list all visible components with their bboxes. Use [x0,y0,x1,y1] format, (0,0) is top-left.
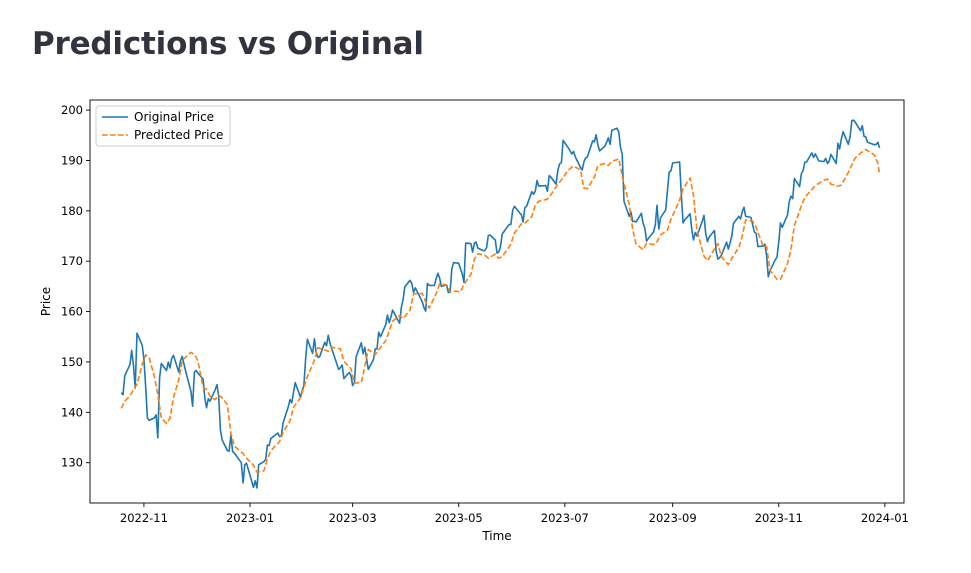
x-tick-label: 2024-01 [861,511,909,525]
x-tick-label: 2023-03 [329,511,377,525]
axes-layer: 2022-11 2023-01 2023-03 2023-05 2023-07 2023-… [61,103,909,525]
y-tick-label: 160 [61,305,83,319]
series-line-original-price [120,119,881,489]
y-tick-label: 180 [61,204,83,218]
y-tick-label: 200 [61,103,83,117]
y-axis-label: Price [39,287,53,316]
y-tick-label: 190 [61,153,83,167]
x-tick-label: 2023-11 [755,511,803,525]
x-tick-label: 2023-01 [226,511,274,525]
series-layer [120,119,881,489]
legend: Original Price Predicted Price [95,105,231,147]
x-tick-label: 2023-05 [435,511,483,525]
y-tick-label: 130 [61,456,83,470]
x-tick-label: 2023-07 [541,511,589,525]
x-tick-label: 2022-11 [120,511,168,525]
page-title: Predictions vs Original [32,26,424,62]
y-tick-label: 170 [61,254,83,268]
y-tick-label: 140 [61,405,83,419]
legend-box [95,105,231,147]
plot-area-frame [89,99,905,504]
y-tick-label: 150 [61,355,83,369]
legend-label: Original Price [134,110,214,124]
series-line-predicted-price [120,148,881,474]
x-tick-label: 2023-09 [649,511,697,525]
legend-label: Predicted Price [134,128,223,142]
x-axis-label: Time [481,529,511,543]
